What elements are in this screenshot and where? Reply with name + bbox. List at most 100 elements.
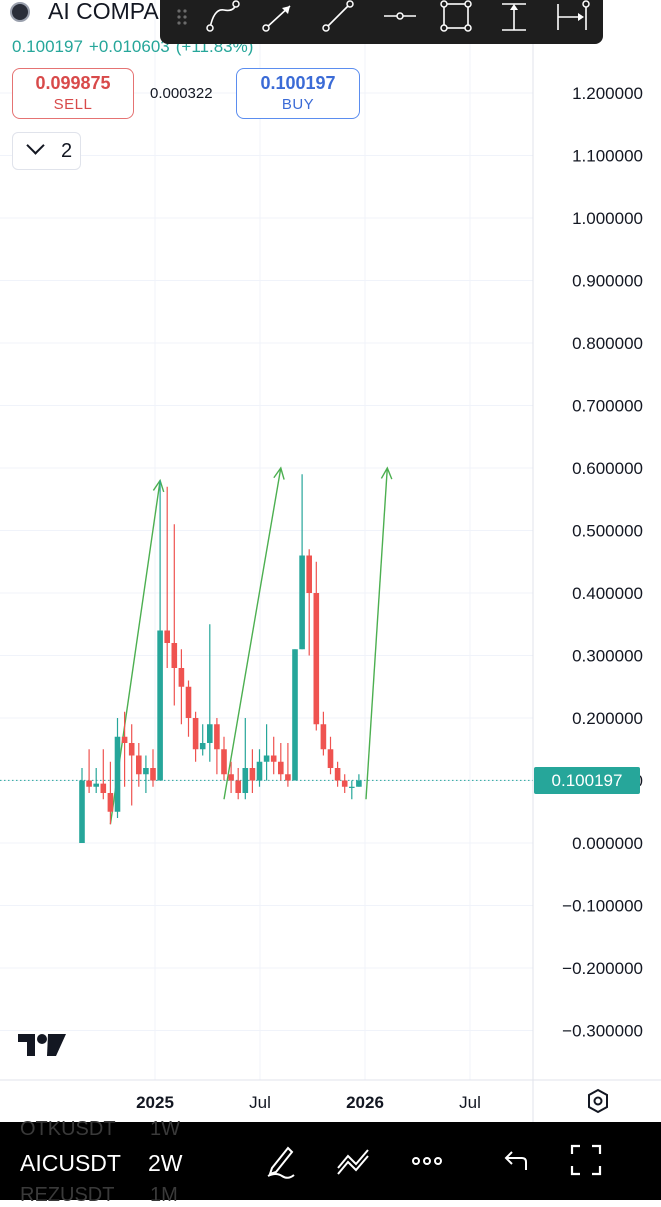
- candle-body: [136, 755, 142, 775]
- candle-body: [199, 743, 206, 750]
- y-axis-tick-label: 1.000000: [572, 209, 643, 228]
- candle: [114, 718, 121, 818]
- candle-body: [285, 774, 291, 781]
- candle-body: [349, 786, 355, 788]
- ghost-symbol: OTKUSDT: [20, 1118, 116, 1140]
- candle: [327, 736, 334, 775]
- date-range-icon[interactable]: [552, 0, 592, 36]
- sell-button[interactable]: 0.099875 SELL: [12, 68, 134, 119]
- arrow-head: [273, 466, 285, 480]
- candle-body: [292, 649, 298, 781]
- candle: [263, 724, 270, 781]
- candle: [256, 749, 263, 787]
- candle: [249, 749, 256, 793]
- candle-body: [114, 736, 121, 812]
- candle-body: [121, 736, 128, 743]
- x-axis-tick-label: Jul: [459, 1093, 481, 1112]
- candle-body: [313, 593, 320, 725]
- candle: [121, 711, 128, 787]
- candle-body: [334, 768, 341, 781]
- sell-label: SELL: [53, 96, 93, 113]
- candle-body: [278, 761, 284, 775]
- candle: [334, 761, 341, 787]
- candle-body: [178, 668, 185, 687]
- indicators-toggle-button[interactable]: 2: [12, 132, 81, 170]
- candle: [192, 711, 199, 762]
- candle: [150, 749, 156, 787]
- symbol-list-item[interactable]: OTKUSDT 1W: [20, 1118, 180, 1141]
- undo-icon[interactable]: [496, 1140, 532, 1185]
- candle-body: [100, 783, 107, 793]
- path-tool-icon[interactable]: [202, 0, 242, 36]
- y-axis-tick-label: −0.100000: [562, 897, 643, 916]
- tradingview-logo-icon: [18, 1032, 66, 1063]
- candle-body: [228, 774, 234, 781]
- candle: [228, 761, 234, 793]
- candle-body: [270, 755, 277, 762]
- pen-icon[interactable]: [262, 1140, 298, 1185]
- candle-body: [128, 743, 135, 756]
- buy-price: 0.100197: [260, 73, 336, 93]
- candle-body: [86, 780, 92, 787]
- candle-body: [263, 755, 270, 762]
- candle: [242, 718, 249, 800]
- price-change: +0.010603: [88, 37, 170, 56]
- drag-handle-icon[interactable]: [164, 0, 204, 36]
- symbol-logo-icon: [10, 2, 30, 22]
- candle: [235, 768, 241, 800]
- arrow-line: [223, 467, 282, 800]
- trend-line-icon[interactable]: [318, 0, 358, 36]
- candle-body: [341, 780, 348, 787]
- candle: [178, 649, 185, 725]
- candle: [157, 480, 163, 781]
- symbol-list-item[interactable]: REZUSDT 1M: [20, 1184, 178, 1207]
- candle: [107, 761, 114, 825]
- arrow-line-icon[interactable]: [258, 0, 298, 36]
- symbol-selector[interactable]: AICUSDT: [20, 1150, 121, 1176]
- drawing-toolbar: [160, 0, 603, 44]
- drawn-arrow: [365, 466, 393, 800]
- indicators-count: 2: [61, 140, 73, 162]
- rectangle-icon[interactable]: [436, 0, 476, 36]
- candle-body: [143, 768, 149, 775]
- y-axis-tick-label: 0.900000: [572, 272, 643, 291]
- candle-body: [164, 630, 170, 643]
- candle: [341, 774, 348, 793]
- x-axis-tick-label: 2025: [136, 1093, 174, 1112]
- more-options-icon[interactable]: [408, 1140, 448, 1185]
- candle-body: [356, 780, 362, 787]
- buy-button[interactable]: 0.100197 BUY: [236, 68, 360, 119]
- candle-body: [150, 768, 156, 781]
- y-axis-tick-label: 0.600000: [572, 459, 643, 478]
- candle-body: [256, 761, 263, 781]
- candle-body: [207, 724, 213, 743]
- candle: [214, 718, 220, 775]
- y-axis-tick-label: 0.300000: [572, 647, 643, 666]
- y-axis-tick-label: 1.100000: [572, 147, 643, 166]
- horizontal-ray-icon[interactable]: [380, 0, 420, 36]
- candle-body: [306, 555, 312, 593]
- candle: [356, 774, 362, 787]
- candle-body: [221, 749, 227, 775]
- arrow-line: [365, 467, 388, 800]
- candle: [320, 711, 327, 756]
- fullscreen-icon[interactable]: [568, 1140, 604, 1185]
- candle-body: [327, 749, 334, 768]
- candle: [306, 549, 312, 656]
- candle: [278, 743, 284, 781]
- chart-settings-icon[interactable]: [585, 1088, 611, 1119]
- candle-body: [93, 783, 99, 787]
- price-range-icon[interactable]: [494, 0, 534, 36]
- symbol-name[interactable]: AI COMPA: [48, 0, 159, 24]
- indicators-icon[interactable]: [334, 1140, 374, 1185]
- candle-body: [171, 643, 178, 668]
- candle-body: [214, 724, 220, 750]
- last-price: 0.100197: [12, 37, 83, 56]
- candle-body: [192, 718, 199, 750]
- candle: [143, 755, 149, 793]
- timeframe-selector[interactable]: 2W: [148, 1150, 183, 1176]
- y-axis-tick-label: 1.200000: [572, 84, 643, 103]
- chevron-down-icon: [26, 136, 45, 155]
- candle: [128, 724, 135, 806]
